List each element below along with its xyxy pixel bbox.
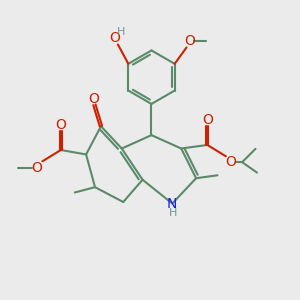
Text: O: O — [185, 34, 196, 48]
Text: H: H — [169, 208, 177, 218]
Text: N: N — [167, 196, 178, 211]
Text: O: O — [109, 31, 120, 45]
Text: O: O — [226, 155, 237, 169]
Text: O: O — [56, 118, 66, 132]
Text: O: O — [88, 92, 99, 106]
Text: H: H — [117, 27, 125, 37]
Text: O: O — [32, 161, 43, 175]
Text: O: O — [202, 113, 213, 127]
